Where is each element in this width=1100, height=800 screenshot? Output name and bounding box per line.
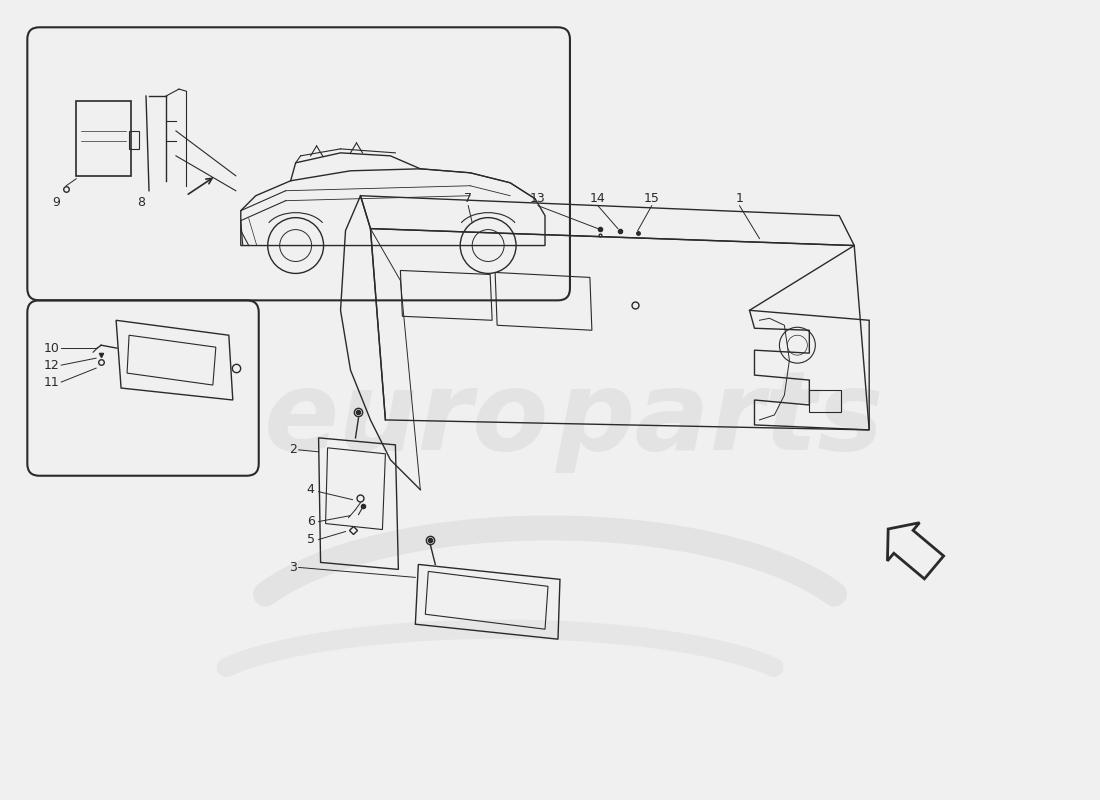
Text: 13: 13 — [530, 192, 546, 206]
Text: 4: 4 — [307, 483, 315, 496]
Text: 2: 2 — [288, 443, 297, 456]
Text: 9: 9 — [53, 196, 60, 209]
Text: 15: 15 — [644, 192, 660, 206]
Text: 12: 12 — [43, 358, 59, 372]
Text: 8: 8 — [138, 196, 145, 209]
Text: 1: 1 — [736, 192, 744, 206]
Text: euro: euro — [264, 366, 550, 474]
Text: 14: 14 — [590, 192, 606, 206]
Text: 10: 10 — [43, 342, 59, 354]
Text: 5: 5 — [307, 533, 315, 546]
Text: 7: 7 — [464, 192, 472, 206]
Text: 3: 3 — [288, 561, 297, 574]
Text: 11: 11 — [43, 375, 59, 389]
Text: 6: 6 — [307, 515, 315, 528]
Text: parts: parts — [556, 366, 883, 474]
